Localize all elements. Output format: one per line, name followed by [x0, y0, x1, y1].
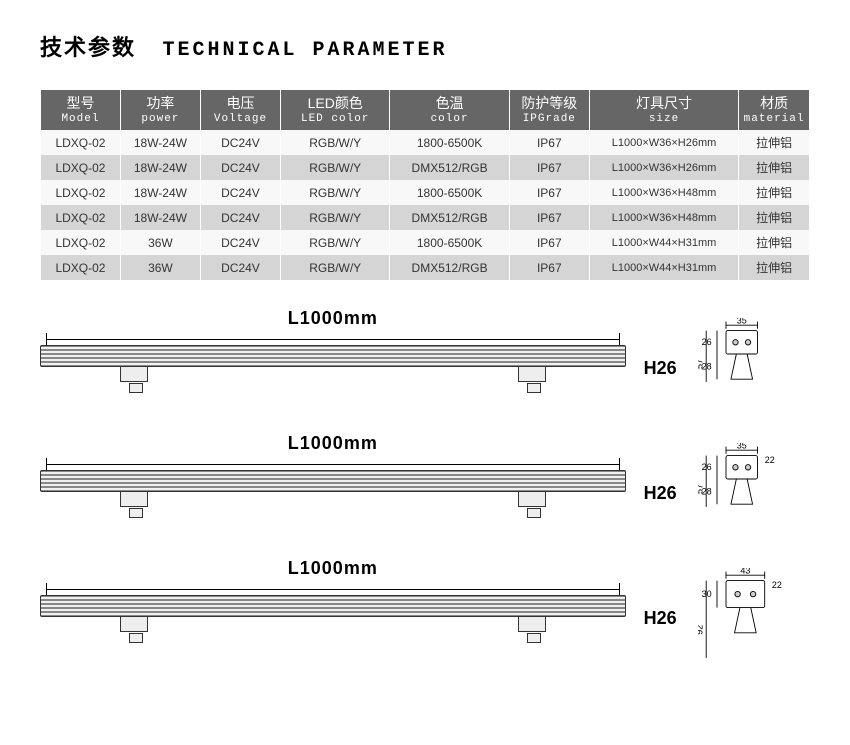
table-cell: L1000×W36×H26mm	[590, 155, 738, 180]
table-cell: 1800-6500K	[390, 230, 508, 255]
mount-bracket	[518, 366, 546, 382]
svg-text:35: 35	[737, 318, 747, 325]
title-en: TECHNICAL PARAMETER	[162, 39, 447, 62]
col-header: 功率power	[121, 90, 200, 130]
table-cell: 拉伸铝	[739, 255, 809, 280]
svg-text:22: 22	[772, 580, 782, 590]
table-cell: 18W-24W	[121, 155, 200, 180]
table-cell: L1000×W44×H31mm	[590, 230, 738, 255]
table-cell: IP67	[510, 255, 589, 280]
table-cell: LDXQ-02	[41, 255, 120, 280]
table-cell: 拉伸铝	[739, 180, 809, 205]
diagram-row: L1000mm H26 35 26 28 57	[40, 308, 810, 411]
svg-text:57: 57	[698, 484, 705, 494]
table-cell: LDXQ-02	[41, 180, 120, 205]
table-cell: 拉伸铝	[739, 155, 809, 180]
col-header: 色温color	[390, 90, 508, 130]
side-view: L1000mm	[40, 308, 626, 399]
table-cell: RGB/W/Y	[281, 180, 389, 205]
table-row: LDXQ-0218W-24WDC24VRGB/W/YDMX512/RGBIP67…	[41, 155, 809, 180]
table-cell: LDXQ-02	[41, 130, 120, 155]
diagram-row: L1000mm H26 35 22 26 28 57	[40, 433, 810, 536]
side-view: L1000mm	[40, 433, 626, 524]
table-cell: IP67	[510, 180, 589, 205]
svg-text:43: 43	[741, 568, 751, 575]
cross-section: 35 22 26 28 57	[697, 433, 810, 536]
table-cell: DC24V	[201, 180, 280, 205]
table-cell: IP67	[510, 230, 589, 255]
table-cell: RGB/W/Y	[281, 205, 389, 230]
light-bar	[40, 470, 626, 492]
col-header: 防护等级IPGrade	[510, 90, 589, 130]
table-cell: RGB/W/Y	[281, 230, 389, 255]
page-title: 技术参数 TECHNICAL PARAMETER	[40, 30, 810, 62]
light-bar	[40, 345, 626, 367]
height-label: H26	[644, 340, 677, 379]
svg-text:57: 57	[698, 359, 705, 369]
table-row: LDXQ-0218W-24WDC24VRGB/W/Y1800-6500KIP67…	[41, 180, 809, 205]
svg-text:35: 35	[737, 443, 747, 450]
table-cell: 36W	[121, 230, 200, 255]
col-header: 灯具尺寸size	[590, 90, 738, 130]
table-cell: L1000×W36×H48mm	[590, 205, 738, 230]
length-label: L1000mm	[40, 308, 626, 329]
spec-table: 型号Model功率power电压VoltageLED颜色LED color色温c…	[40, 90, 810, 280]
diagram-row: L1000mm H26 43 22 30 92	[40, 558, 810, 661]
table-cell: 拉伸铝	[739, 230, 809, 255]
table-cell: LDXQ-02	[41, 155, 120, 180]
svg-text:22: 22	[765, 455, 775, 465]
table-cell: 18W-24W	[121, 180, 200, 205]
table-cell: RGB/W/Y	[281, 255, 389, 280]
table-cell: DMX512/RGB	[390, 205, 508, 230]
table-cell: IP67	[510, 205, 589, 230]
mount-bracket	[120, 616, 148, 632]
table-cell: 1800-6500K	[390, 130, 508, 155]
svg-text:92: 92	[698, 625, 705, 635]
table-cell: L1000×W44×H31mm	[590, 255, 738, 280]
table-cell: DC24V	[201, 255, 280, 280]
table-cell: RGB/W/Y	[281, 155, 389, 180]
table-cell: IP67	[510, 130, 589, 155]
table-row: LDXQ-0236WDC24VRGB/W/Y1800-6500KIP67L100…	[41, 230, 809, 255]
table-cell: IP67	[510, 155, 589, 180]
table-cell: 1800-6500K	[390, 180, 508, 205]
table-cell: L1000×W36×H26mm	[590, 130, 738, 155]
table-cell: DC24V	[201, 130, 280, 155]
table-cell: 拉伸铝	[739, 130, 809, 155]
table-cell: 18W-24W	[121, 205, 200, 230]
height-label: H26	[644, 590, 677, 629]
length-label: L1000mm	[40, 558, 626, 579]
table-cell: 36W	[121, 255, 200, 280]
side-view: L1000mm	[40, 558, 626, 649]
diagrams-section: L1000mm H26 35 26 28 57	[40, 308, 810, 661]
col-header: 电压Voltage	[201, 90, 280, 130]
mount-bracket	[518, 616, 546, 632]
table-cell: 18W-24W	[121, 130, 200, 155]
table-cell: L1000×W36×H48mm	[590, 180, 738, 205]
col-header: 型号Model	[41, 90, 120, 130]
col-header: 材质material	[739, 90, 809, 130]
table-row: LDXQ-0218W-24WDC24VRGB/W/YDMX512/RGBIP67…	[41, 205, 809, 230]
table-cell: DC24V	[201, 205, 280, 230]
mount-bracket	[120, 491, 148, 507]
table-row: LDXQ-0236WDC24VRGB/W/YDMX512/RGBIP67L100…	[41, 255, 809, 280]
table-row: LDXQ-0218W-24WDC24VRGB/W/Y1800-6500KIP67…	[41, 130, 809, 155]
table-cell: DC24V	[201, 230, 280, 255]
title-cn: 技术参数	[40, 35, 136, 60]
cross-section: 43 22 30 92	[697, 558, 810, 661]
mount-bracket	[120, 366, 148, 382]
col-header: LED颜色LED color	[281, 90, 389, 130]
table-cell: LDXQ-02	[41, 205, 120, 230]
mount-bracket	[518, 491, 546, 507]
table-cell: 拉伸铝	[739, 205, 809, 230]
length-label: L1000mm	[40, 433, 626, 454]
table-cell: DC24V	[201, 155, 280, 180]
table-cell: LDXQ-02	[41, 230, 120, 255]
light-bar	[40, 595, 626, 617]
table-cell: RGB/W/Y	[281, 130, 389, 155]
table-cell: DMX512/RGB	[390, 155, 508, 180]
height-label: H26	[644, 465, 677, 504]
table-cell: DMX512/RGB	[390, 255, 508, 280]
cross-section: 35 26 28 57	[697, 308, 810, 411]
